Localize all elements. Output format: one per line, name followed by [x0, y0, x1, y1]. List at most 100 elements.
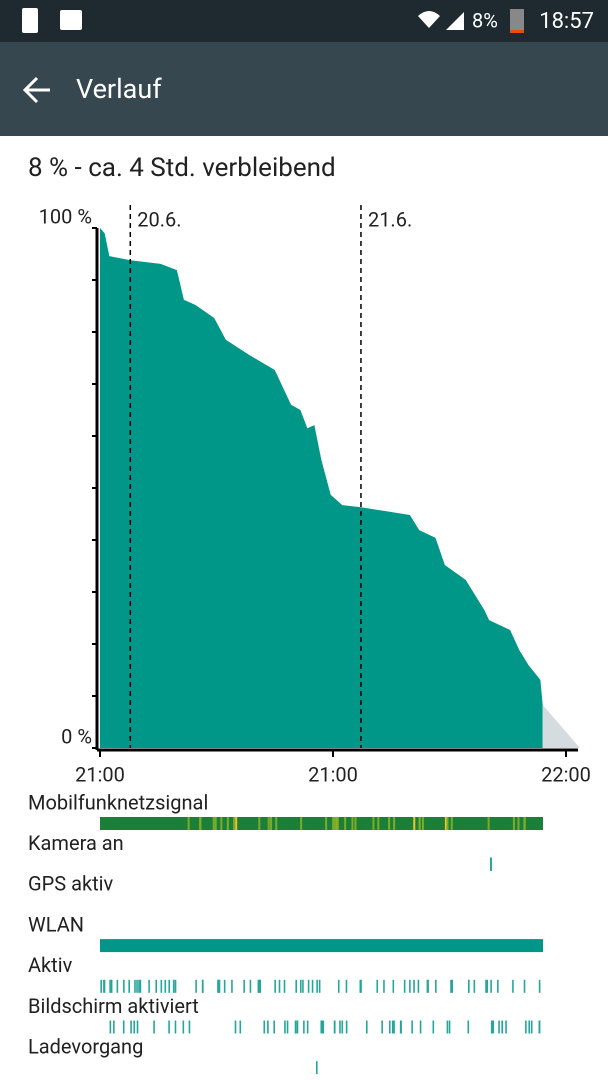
clock: 18:57	[539, 9, 594, 34]
signal-tick	[214, 817, 217, 830]
battery-text: 8%	[472, 8, 498, 32]
signal-tick	[444, 817, 447, 830]
y-tick-label: 100 %	[39, 204, 92, 228]
event-tick	[318, 979, 321, 993]
chart-title: 8 % - ca. 4 Std. verbleibend	[28, 153, 336, 183]
event-tick	[446, 1020, 449, 1034]
event-tick	[249, 979, 252, 993]
signal-tick	[300, 817, 303, 830]
event-tick	[485, 979, 487, 993]
signal-tick	[258, 817, 261, 830]
signal-tick	[413, 817, 416, 830]
signal-tick	[334, 817, 337, 830]
event-tick	[322, 1020, 325, 1034]
event-tick	[467, 1020, 470, 1034]
event-tick	[409, 979, 411, 993]
event-tick	[128, 979, 130, 993]
event-tick	[109, 979, 111, 993]
signal-tick	[377, 817, 380, 830]
event-tick	[435, 979, 437, 993]
signal-bar	[100, 817, 543, 830]
track-label: WLAN	[28, 912, 84, 936]
event-tick	[139, 979, 142, 993]
event-tick	[160, 979, 163, 993]
y-tick-label: 0 %	[61, 724, 92, 748]
toolbar-title: Verlauf	[76, 73, 162, 105]
event-tick	[450, 979, 452, 993]
event-tick	[100, 979, 103, 993]
event-tick	[538, 1020, 541, 1034]
alert-icon	[22, 8, 38, 33]
signal-tick	[446, 817, 449, 830]
event-tick	[202, 979, 204, 993]
event-tick	[273, 1020, 275, 1034]
x-tick-label: 21:00	[308, 762, 358, 786]
event-tick	[223, 979, 226, 993]
event-tick	[110, 979, 113, 993]
event-tick	[419, 1020, 422, 1034]
signal-tick	[267, 817, 270, 830]
signal-tick	[235, 817, 238, 830]
back-button[interactable]	[22, 76, 50, 104]
event-tick	[130, 1020, 132, 1034]
event-tick	[231, 979, 233, 993]
event-tick	[399, 1020, 402, 1034]
event-tick	[103, 979, 106, 993]
event-tick	[427, 979, 429, 993]
battery-area	[100, 228, 543, 748]
signal-tick	[372, 817, 375, 830]
event-tick	[257, 979, 260, 993]
event-tick	[525, 1020, 527, 1034]
event-tick	[123, 979, 125, 993]
image-icon	[60, 10, 82, 30]
event-tick	[365, 1020, 368, 1034]
event-tick	[172, 979, 175, 993]
event-tick	[278, 979, 281, 993]
track-label: Bildschirm aktiviert	[28, 994, 199, 1018]
event-tick	[333, 1020, 336, 1034]
event-tick	[134, 979, 136, 993]
event-tick	[538, 979, 541, 993]
event-tick	[283, 979, 286, 993]
signal-tick	[393, 817, 396, 830]
event-tick	[381, 1020, 383, 1034]
event-tick	[217, 979, 219, 993]
event-tick	[392, 979, 395, 993]
signal-tick	[332, 817, 335, 830]
x-tick-label: 22:00	[541, 762, 591, 786]
event-tick	[148, 979, 150, 993]
event-tick	[411, 1020, 413, 1034]
event-tick	[182, 1020, 185, 1034]
event-tick	[295, 979, 298, 993]
event-tick	[174, 1020, 177, 1034]
event-tick	[530, 1020, 533, 1034]
event-tick	[360, 979, 362, 993]
event-tick	[345, 979, 348, 993]
event-tick	[153, 1020, 155, 1034]
event-tick	[523, 979, 526, 993]
event-tick	[403, 979, 406, 993]
event-tick	[133, 1020, 136, 1034]
signal-tick	[523, 817, 526, 830]
event-tick	[417, 979, 420, 993]
event-tick	[528, 1020, 531, 1034]
event-tick	[302, 979, 304, 993]
signal-tick	[220, 817, 223, 830]
signal-tick	[388, 817, 391, 830]
event-tick	[316, 979, 318, 993]
event-tick	[341, 1020, 344, 1034]
wlan-bar	[100, 939, 543, 953]
signal-tick	[450, 817, 453, 830]
battery-level	[510, 30, 524, 33]
event-tick	[122, 1020, 125, 1034]
wifi-icon	[418, 11, 440, 28]
x-tick-label: 21:00	[75, 762, 125, 786]
event-tick	[303, 1020, 305, 1034]
event-tick	[274, 979, 276, 993]
event-tick	[284, 1020, 286, 1034]
event-tick	[155, 979, 158, 993]
toolbar	[0, 42, 608, 136]
status-bar	[0, 0, 608, 42]
signal-tick	[325, 817, 328, 830]
